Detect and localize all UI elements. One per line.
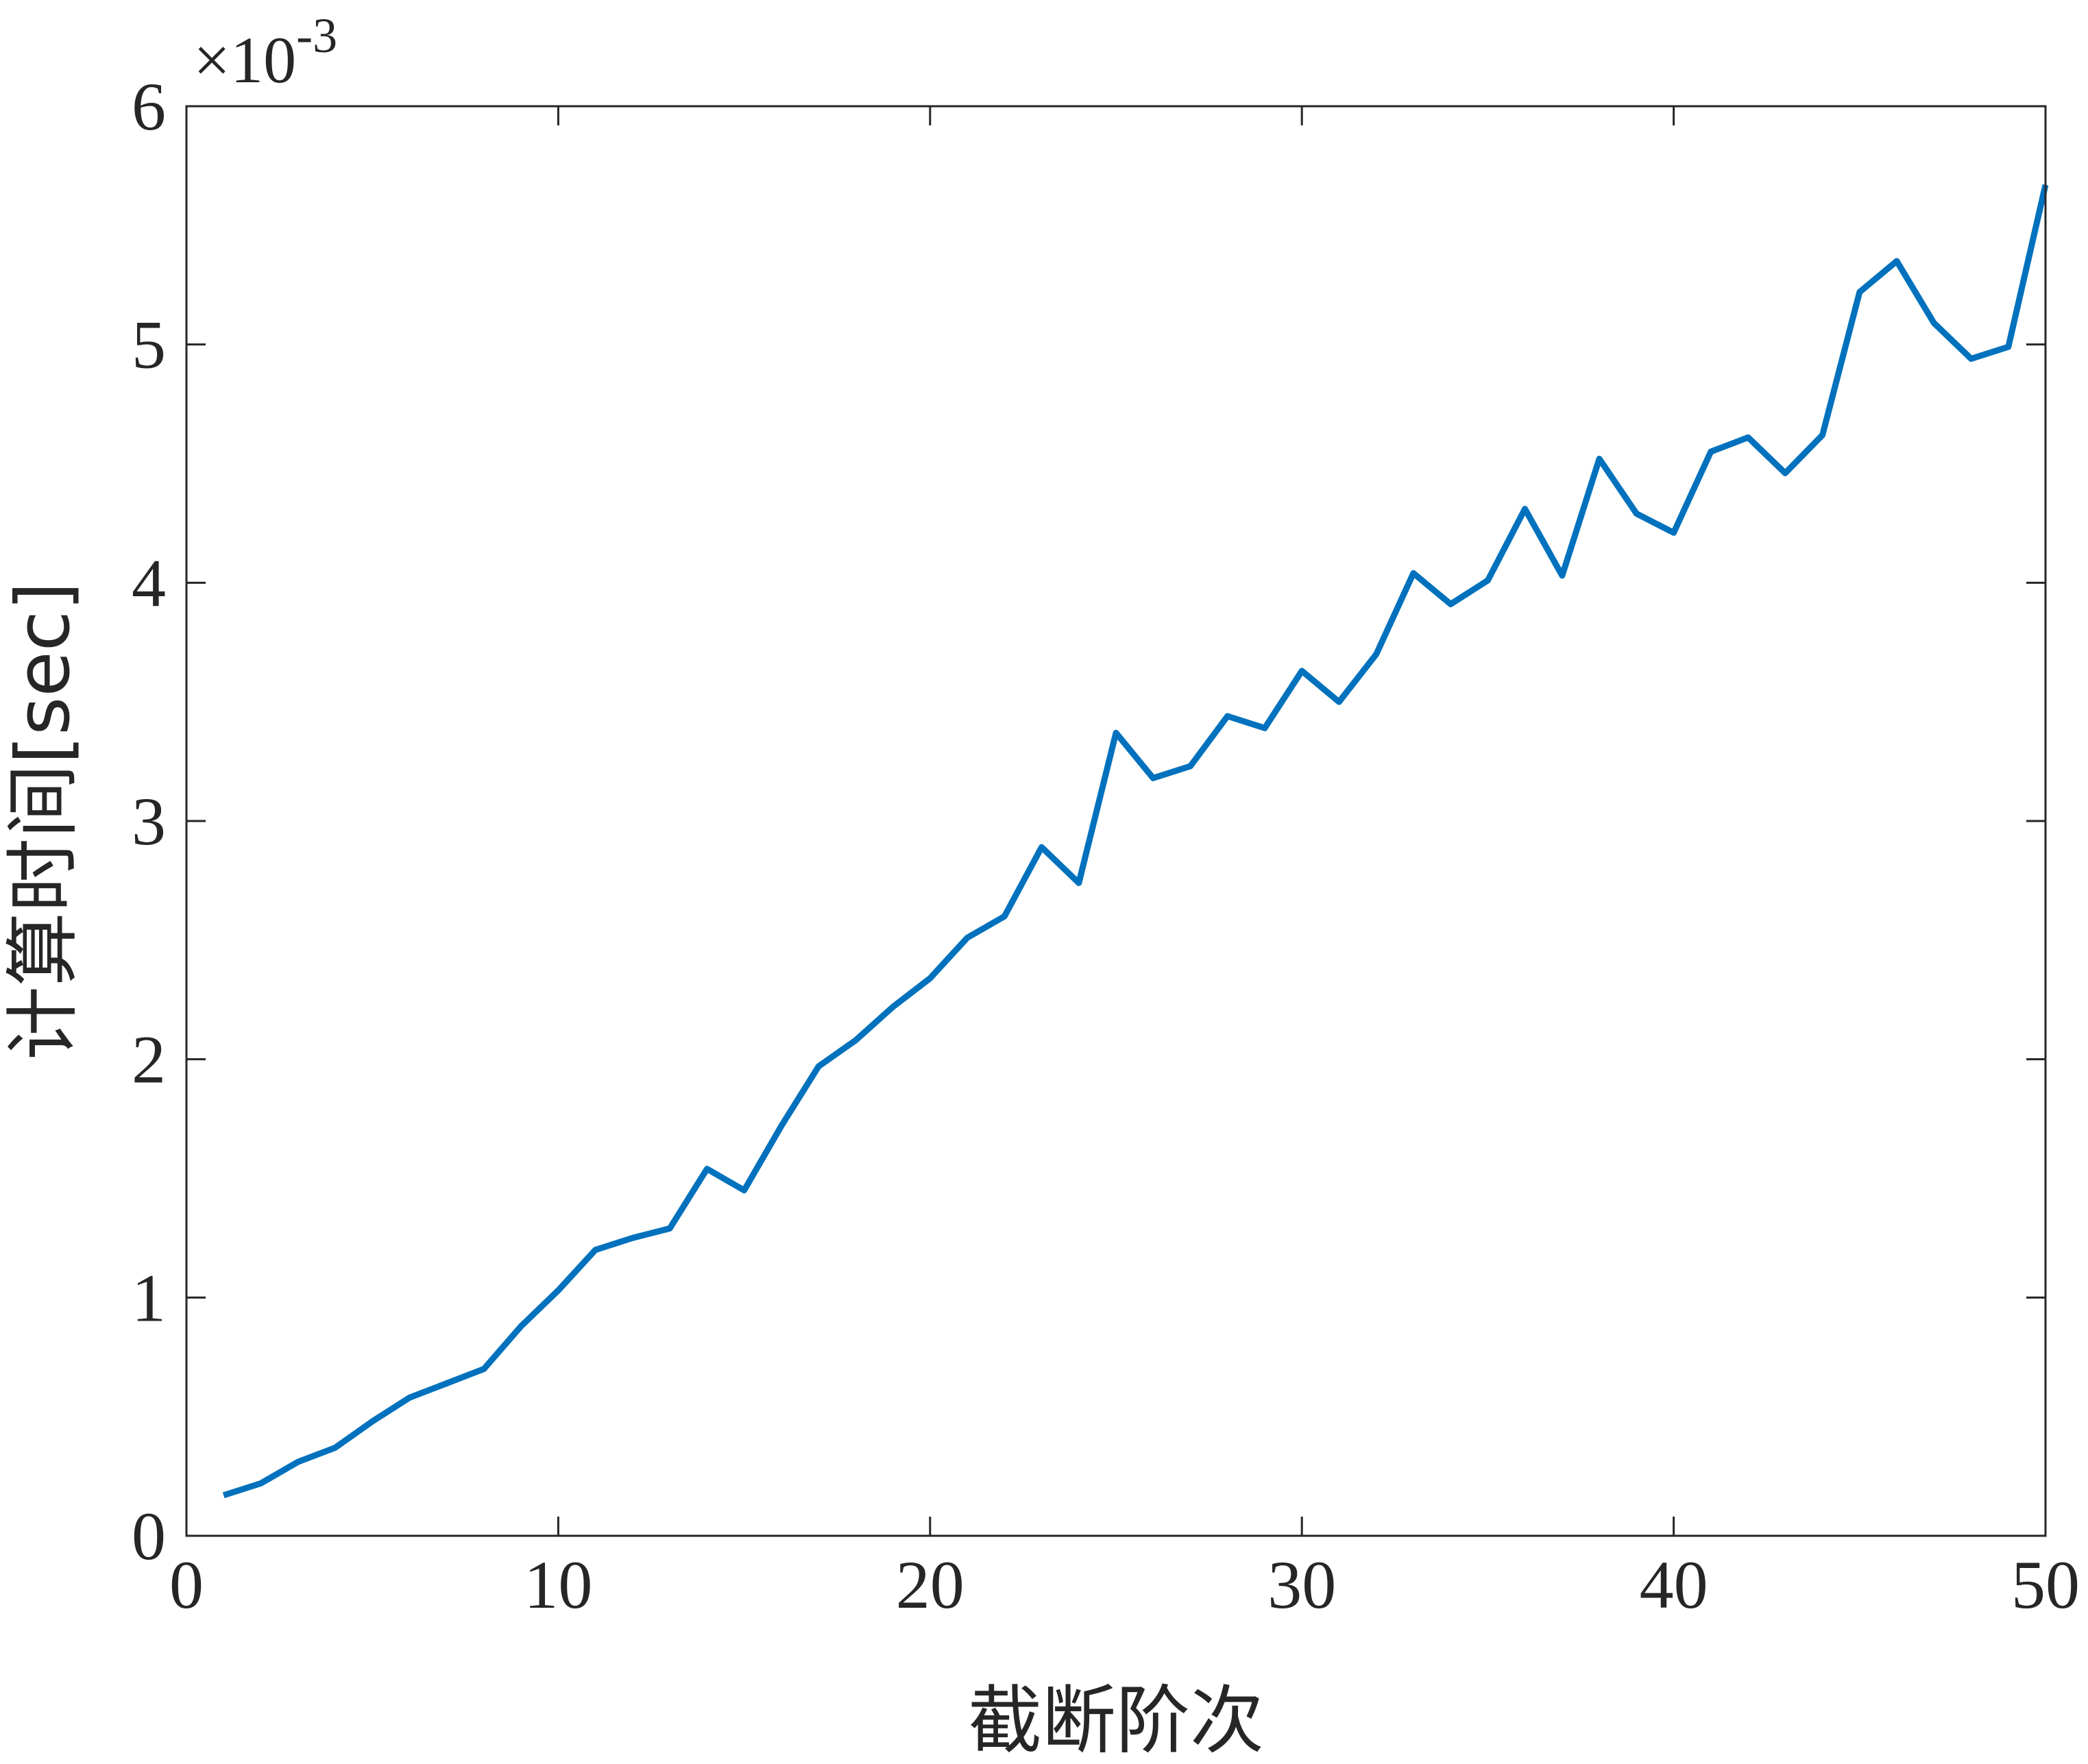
- x-axis-label: 截断阶次: [968, 1678, 1264, 1764]
- y-tick-label: 6: [132, 69, 166, 145]
- x-tick-label: 10: [524, 1547, 592, 1623]
- y-axis-label: 计算时间[sec]: [1, 582, 86, 1060]
- y-tick-label: 4: [132, 545, 166, 621]
- y-tick-label: 5: [132, 307, 166, 383]
- x-tick-labels: 0 10 20 30 40 50: [169, 1547, 2080, 1623]
- y-exponent-power: -3: [296, 8, 337, 63]
- y-tick-labels: 0 1 2 3 4 5 6: [132, 69, 166, 1574]
- x-tick-label: 20: [896, 1547, 964, 1623]
- y-tick-label: 1: [132, 1260, 166, 1336]
- y-tick-label: 3: [132, 783, 166, 859]
- y-exponent: ×10-3: [193, 8, 337, 97]
- x-tick-label: 30: [1267, 1547, 1336, 1623]
- y-tick-label: 2: [132, 1022, 166, 1098]
- series-layer: [222, 184, 2049, 1499]
- y-tick-label: 0: [132, 1498, 166, 1574]
- series-line: [222, 184, 2049, 1499]
- plot-frame: [185, 105, 2047, 1537]
- plot-area: [186, 106, 2045, 1536]
- x-tick-label: 50: [2011, 1547, 2080, 1623]
- x-tick-label: 0: [169, 1547, 204, 1623]
- y-exponent-base: ×10: [193, 23, 296, 97]
- x-tick-label: 40: [1640, 1547, 1708, 1623]
